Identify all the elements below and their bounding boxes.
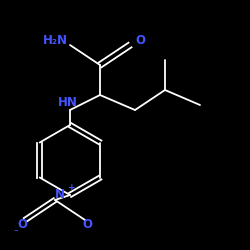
Text: O: O — [18, 218, 28, 232]
Text: N: N — [55, 188, 65, 202]
Text: H₂N: H₂N — [42, 34, 68, 46]
Text: HN: HN — [58, 96, 78, 109]
Text: +: + — [68, 183, 75, 192]
Text: O: O — [82, 218, 92, 232]
Text: O: O — [135, 34, 145, 46]
Text: ⁻: ⁻ — [14, 228, 18, 237]
